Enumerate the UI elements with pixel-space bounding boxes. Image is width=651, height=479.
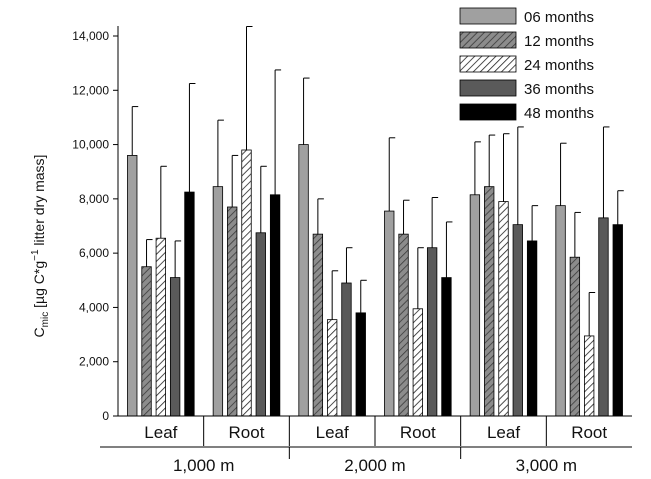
bar: [612, 224, 623, 417]
bar: [355, 312, 366, 417]
category-label: Root: [571, 423, 607, 442]
bar: [526, 240, 538, 417]
category-label: Leaf: [144, 423, 177, 442]
bar: [255, 232, 266, 417]
bar: [241, 149, 252, 417]
bar: [598, 217, 609, 417]
bar: [341, 282, 352, 417]
bar: [312, 233, 324, 417]
y-tick-label: 4,000: [79, 300, 109, 314]
bar: [555, 205, 566, 417]
bar: [327, 319, 338, 417]
bar: [141, 266, 152, 417]
legend-label: 24 months: [524, 57, 594, 74]
legend-swatch: [459, 103, 517, 121]
legend-swatch: [459, 55, 517, 73]
legend-label: 12 months: [524, 33, 594, 50]
y-tick-label: 0: [102, 409, 109, 423]
bar: [584, 335, 595, 417]
y-axis-label: Cmic [µg C*g−1 litter dry mass]: [30, 155, 51, 338]
group-label: 1,000 m: [173, 456, 234, 475]
bar: [169, 277, 181, 417]
y-tick-label: 6,000: [79, 246, 109, 260]
y-tick-label: 8,000: [79, 192, 109, 206]
bar: [412, 308, 423, 417]
bar: [498, 201, 509, 417]
bar: [155, 237, 166, 417]
bar: [484, 186, 495, 417]
legend-label: 36 months: [524, 81, 594, 98]
legend-swatch: [459, 31, 517, 49]
y-tick-label: 14,000: [72, 29, 109, 43]
bar: [127, 155, 138, 417]
legend-swatch: [459, 79, 517, 97]
category-label: Leaf: [487, 423, 520, 442]
category-label: Root: [229, 423, 265, 442]
bar: [569, 256, 581, 417]
legend: 06 months 12 months 24 months 36 months 48 m…: [459, 7, 594, 122]
y-tick-label: 12,000: [72, 83, 109, 97]
x-axis: Leaf Root Leaf Root Leaf Root 1,000 m 2,000 m 3,…: [100, 415, 632, 475]
bar: [184, 191, 195, 417]
category-label: Root: [400, 423, 436, 442]
legend-label: 06 months: [524, 9, 594, 26]
bar: [269, 194, 281, 417]
bar: [426, 247, 438, 417]
group-label: 3,000 m: [516, 456, 577, 475]
y-axis: 0 2,000 4,000 6,000 8,000 10,000 12,000 14,000: [72, 26, 119, 423]
legend-swatch: [459, 7, 517, 25]
bar: [469, 194, 481, 417]
bar: [298, 144, 309, 417]
category-label: Leaf: [316, 423, 349, 442]
bar: [227, 206, 238, 417]
legend-label: 48 months: [524, 105, 594, 122]
error-bars: [131, 26, 624, 336]
y-tick-label: 2,000: [79, 355, 109, 369]
bar: [441, 277, 452, 417]
bar: [512, 224, 523, 417]
y-tick-label: 10,000: [72, 138, 109, 152]
bars: [127, 144, 623, 417]
group-label: 2,000 m: [344, 456, 405, 475]
bar: [398, 233, 409, 417]
bar: [212, 186, 224, 417]
bar: [384, 210, 395, 417]
